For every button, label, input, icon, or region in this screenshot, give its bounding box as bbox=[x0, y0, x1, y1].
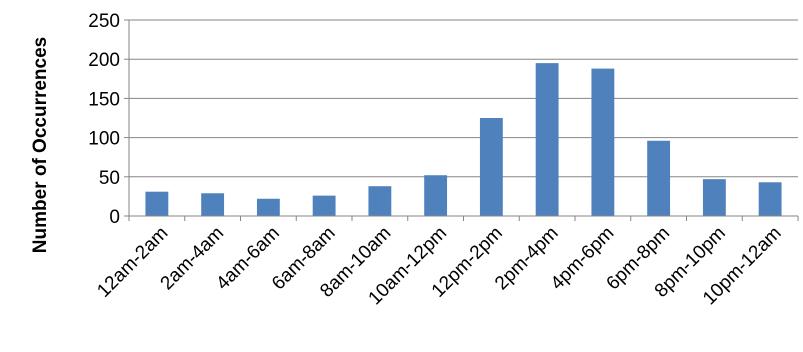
y-tick-label: 150 bbox=[88, 89, 120, 110]
bars bbox=[145, 63, 782, 217]
bar bbox=[479, 118, 503, 216]
y-tick-label: 0 bbox=[109, 207, 120, 228]
bar bbox=[201, 193, 225, 216]
y-tick-label: 250 bbox=[88, 11, 120, 32]
bar bbox=[591, 68, 615, 216]
y-axis-title: Number of Occurrences bbox=[30, 37, 51, 253]
bar bbox=[647, 140, 671, 216]
y-tick-labels: 0 50 100 150 200 250 bbox=[88, 11, 120, 228]
axes bbox=[124, 19, 799, 221]
bar bbox=[702, 179, 726, 216]
gridlines bbox=[129, 19, 798, 178]
bar bbox=[424, 175, 448, 216]
bar bbox=[758, 182, 782, 216]
x-tick-labels: 12am-2am2am-4am4am-6am6am-8am8am-10am10a… bbox=[93, 223, 785, 310]
bar bbox=[256, 198, 280, 216]
y-tick-label: 100 bbox=[88, 129, 120, 150]
bar bbox=[535, 63, 559, 217]
bar bbox=[145, 191, 169, 216]
bar bbox=[312, 195, 336, 216]
y-tick-label: 200 bbox=[88, 50, 120, 71]
y-tick-label: 50 bbox=[99, 168, 120, 189]
x-tick-label: 12am-2am bbox=[93, 223, 172, 302]
bar bbox=[368, 186, 392, 216]
